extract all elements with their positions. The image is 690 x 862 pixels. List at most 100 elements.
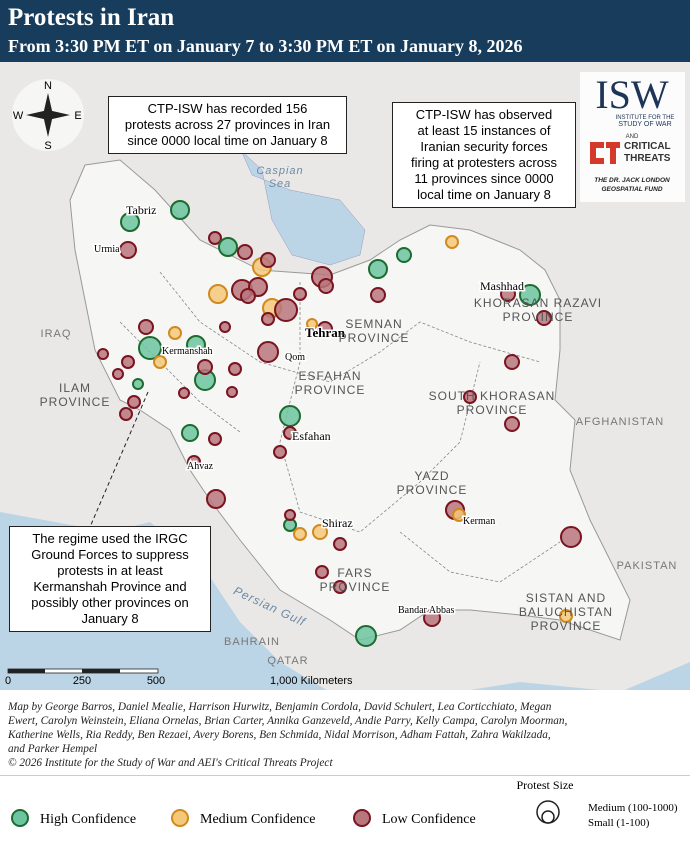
callout-line: Iranian security forces <box>420 139 548 154</box>
protest-marker <box>226 386 238 398</box>
protest-markers <box>97 200 582 647</box>
credits: Map by George Barros, Daniel Mealie, Har… <box>8 700 688 770</box>
protest-marker <box>170 200 190 220</box>
legend-swatch <box>353 809 371 827</box>
callout: CTP-ISW has recorded 156 protests across… <box>108 96 347 154</box>
protest-marker <box>283 426 297 440</box>
protest-marker <box>138 336 162 360</box>
protest-marker <box>257 341 279 363</box>
province-label: PROVINCE <box>339 331 410 345</box>
callout-line: protests across 27 provinces in Iran <box>124 117 331 132</box>
compass-w: W <box>13 110 24 122</box>
protest-marker <box>228 362 242 376</box>
legend-label: Medium Confidence <box>200 812 315 827</box>
city-label: Mashhad <box>480 279 524 293</box>
caspian-sea <box>199 129 366 266</box>
gulf-of-oman <box>470 662 690 690</box>
and: AND <box>626 134 639 140</box>
legend-swatch <box>11 809 29 827</box>
protest-marker <box>560 526 582 548</box>
callout: The regime used the IRGC Ground Forces t… <box>9 526 211 632</box>
protest-marker <box>208 231 222 245</box>
scale-bar: 0 250 500 1,000 Kilometers <box>5 668 353 687</box>
country-label: PAKISTAN <box>617 560 678 572</box>
protest-marker <box>260 252 276 268</box>
legend-swatch <box>171 809 189 827</box>
protest-marker <box>237 244 253 260</box>
protest-marker <box>181 424 199 442</box>
protest-marker <box>306 318 318 330</box>
province-label: FARS <box>337 566 372 580</box>
callout-line: since 0000 local time on January 8 <box>127 133 328 148</box>
country-label: BAHRAIN <box>224 636 280 648</box>
protest-marker <box>218 237 238 257</box>
city-label: Urmia <box>94 244 120 255</box>
protest-marker <box>396 247 412 263</box>
iran <box>69 159 631 641</box>
country-label: IRAQ <box>41 328 72 340</box>
province-label: PROVINCE <box>320 580 391 594</box>
protest-marker <box>120 212 140 232</box>
protest-marker <box>219 321 231 333</box>
size-swatch <box>536 800 560 824</box>
callout-line: possibly other provinces on <box>31 595 189 610</box>
protest-marker <box>132 378 144 390</box>
compass: N S W E <box>12 79 84 152</box>
protest-marker <box>127 395 141 409</box>
callout-line: CTP-ISW has recorded 156 <box>147 101 308 116</box>
ct-text: CRITICAL <box>624 141 671 152</box>
protest-marker <box>519 284 541 306</box>
city-label: Tehran <box>305 325 346 340</box>
isw-sub: STUDY OF WAR <box>618 121 671 128</box>
city-label: Kermanshah <box>162 346 213 357</box>
province-label: BALUCHISTAN <box>519 605 613 619</box>
protest-marker <box>208 432 222 446</box>
legend-label: Low Confidence <box>382 812 476 827</box>
legend-svg: High Confidence Medium Confidence Low Co… <box>11 778 678 829</box>
protest-marker <box>274 298 298 322</box>
protest-marker <box>445 235 459 249</box>
title: Protests in Iran <box>8 4 175 31</box>
protest-marker <box>187 455 201 469</box>
scale-label: 250 <box>73 675 91 687</box>
province-label: KHORASAN RAZAVI <box>474 296 602 310</box>
protest-marker <box>463 390 477 404</box>
map-labels: Tabriz Urmia Tehran Qom Kermanshah Esfahan Ahv… <box>40 165 678 667</box>
protest-marker <box>312 524 328 540</box>
province-borders <box>119 271 561 583</box>
protest-marker <box>423 609 441 627</box>
callout-line: local time on January 8 <box>417 187 551 202</box>
protest-marker <box>121 355 135 369</box>
protest-marker <box>452 508 466 522</box>
scale-label: 500 <box>147 675 165 687</box>
fund: THE DR. JACK LONDON <box>594 177 670 184</box>
province-label: PROVINCE <box>397 483 468 497</box>
protest-marker <box>97 348 109 360</box>
isw-sub: INSTITUTE FOR THE <box>616 115 675 121</box>
protest-marker <box>370 287 386 303</box>
country-label: QATAR <box>267 655 308 667</box>
province-label: PROVINCE <box>503 310 574 324</box>
protest-marker <box>240 288 256 304</box>
protest-marker <box>279 405 301 427</box>
credit-line: Katherine Wells, Ria Reddy, Ben Rezaei, … <box>8 729 551 741</box>
protest-marker <box>355 625 377 647</box>
isw-logo: ISW <box>595 72 669 117</box>
city-label: Ahvaz <box>187 461 214 472</box>
province-label: PROVINCE <box>457 403 528 417</box>
compass-e: E <box>74 110 81 122</box>
header: Protests in Iran From 3:30 PM ET on Janu… <box>0 0 690 62</box>
callout-line: protests in at least <box>57 563 163 578</box>
callout-line: Ground Forces to suppress <box>31 547 189 562</box>
protest-marker <box>317 321 333 337</box>
protest-marker <box>504 354 520 370</box>
credit-line: and Parker Hempel <box>8 743 98 755</box>
protest-marker <box>138 319 154 335</box>
credit-line: Ewert, Carolyn Weinstein, Eliana Ornelas… <box>8 715 568 727</box>
scale-rect <box>82 669 120 673</box>
protest-marker <box>536 310 552 326</box>
protest-marker <box>261 312 275 326</box>
protest-marker <box>153 355 167 369</box>
protest-marker <box>333 580 347 594</box>
